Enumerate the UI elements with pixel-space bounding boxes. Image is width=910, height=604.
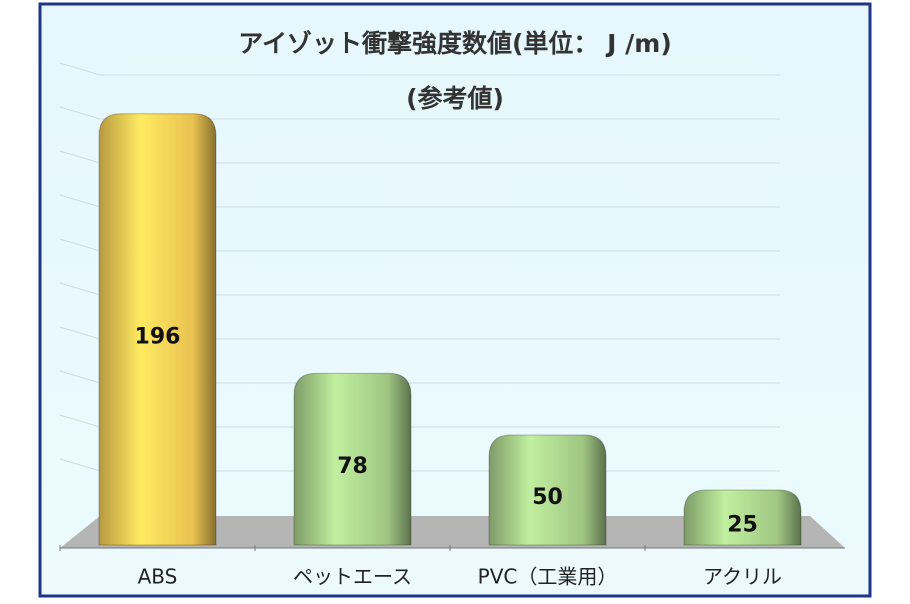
x-tick-label: アクリル	[703, 565, 782, 589]
chart-title: アイゾット衝撃強度数値(単位： J /m)	[238, 29, 672, 58]
x-tick-label: ABS	[138, 565, 178, 589]
data-label: 25	[727, 513, 758, 538]
chart-subtitle: (参考値)	[406, 84, 504, 113]
grid-line	[59, 62, 780, 76]
data-label: 50	[532, 485, 563, 510]
grid-line	[59, 106, 780, 120]
x-tick-label: ペットエース	[293, 565, 412, 589]
bar	[488, 434, 607, 546]
data-label: 196	[135, 324, 181, 349]
floor	[60, 516, 845, 548]
bar	[293, 372, 412, 546]
bar	[98, 113, 217, 546]
data-label: 78	[337, 454, 368, 479]
x-tick-label: PVC（工業用）	[478, 565, 618, 589]
bar	[683, 489, 802, 546]
